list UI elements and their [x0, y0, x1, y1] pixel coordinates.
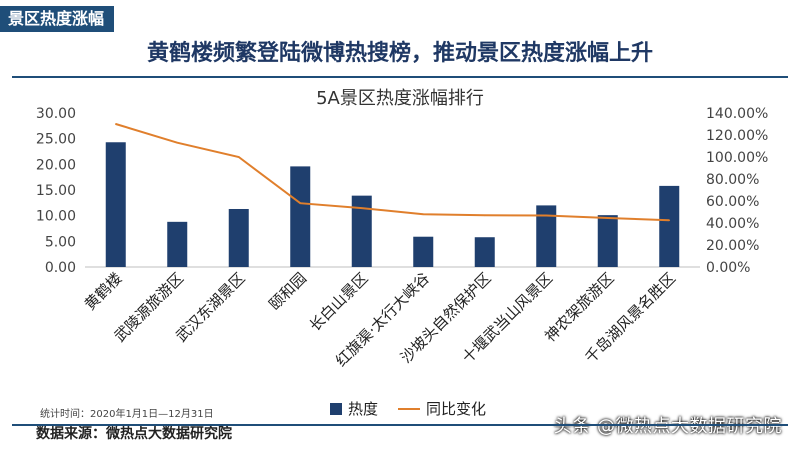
line-point: [360, 207, 363, 209]
bar: [413, 236, 434, 267]
line-point: [422, 213, 425, 215]
line-point: [483, 214, 486, 217]
y-left-tick-label: 25.00: [36, 132, 76, 148]
bar: [167, 221, 188, 267]
bar: [474, 237, 495, 267]
y-right-tick-label: 40.00%: [706, 216, 759, 232]
legend-item-line: 同比变化: [398, 398, 486, 419]
line-point: [606, 217, 609, 219]
y-right-tick-label: 100.00%: [706, 150, 768, 166]
headline: 黄鹤楼频繁登陆微博热搜榜，推动景区热度涨幅上升: [146, 41, 653, 66]
bar: [228, 208, 249, 267]
legend-item-bar: 热度: [330, 398, 378, 419]
y-left-tick-label: 5.00: [45, 234, 76, 250]
bottom-divider: [12, 424, 788, 426]
section-tag: 景区热度涨幅: [0, 6, 115, 32]
chart-title: 5A景区热度涨幅排行: [316, 88, 484, 109]
y-left-tick-label: 15.00: [36, 183, 76, 199]
line-point: [237, 156, 240, 158]
y-left-tick-label: 20.00: [36, 157, 76, 173]
y-right-tick-label: 140.00%: [706, 106, 768, 122]
y-right-tick-label: 0.00%: [706, 260, 750, 276]
bar: [351, 195, 372, 267]
y-left-tick-label: 30.00: [36, 106, 76, 122]
line-point: [545, 214, 548, 217]
y-left-tick-label: 10.00: [36, 209, 76, 225]
legend-label-line: 同比变化: [426, 400, 487, 418]
y-right-tick-label: 120.00%: [706, 128, 768, 144]
legend-bar-swatch: [330, 402, 342, 415]
bar: [290, 166, 311, 267]
bar: [536, 205, 557, 267]
series-line: [115, 123, 670, 222]
y-right-tick-label: 20.00%: [706, 238, 759, 254]
watermark: 头条 @微热点大数据研究院: [553, 416, 782, 437]
legend-label-bar: 热度: [348, 400, 379, 418]
line-point: [299, 202, 302, 204]
y-left-tick-label: 0.00: [45, 260, 76, 276]
x-tick-label: 黄鹤楼: [81, 269, 126, 314]
y-right-tick-label: 80.00%: [706, 172, 759, 188]
line-point: [668, 219, 671, 222]
stat-time: 统计时间：2020年1月1日—12月31日: [40, 409, 214, 420]
line-point: [114, 123, 117, 125]
data-source: 数据来源：微热点大数据研究院: [36, 426, 232, 442]
legend: 热度 同比变化: [330, 398, 486, 419]
bar: [105, 142, 126, 267]
x-tick-label: 长白山景区: [306, 269, 372, 335]
bar: [659, 185, 680, 267]
x-tick-label: 颐和园: [266, 269, 311, 314]
y-right-tick-label: 60.00%: [706, 194, 759, 210]
legend-line-swatch: [398, 407, 421, 410]
top-divider: [12, 76, 788, 78]
bar: [597, 215, 618, 267]
line-point: [176, 141, 179, 144]
